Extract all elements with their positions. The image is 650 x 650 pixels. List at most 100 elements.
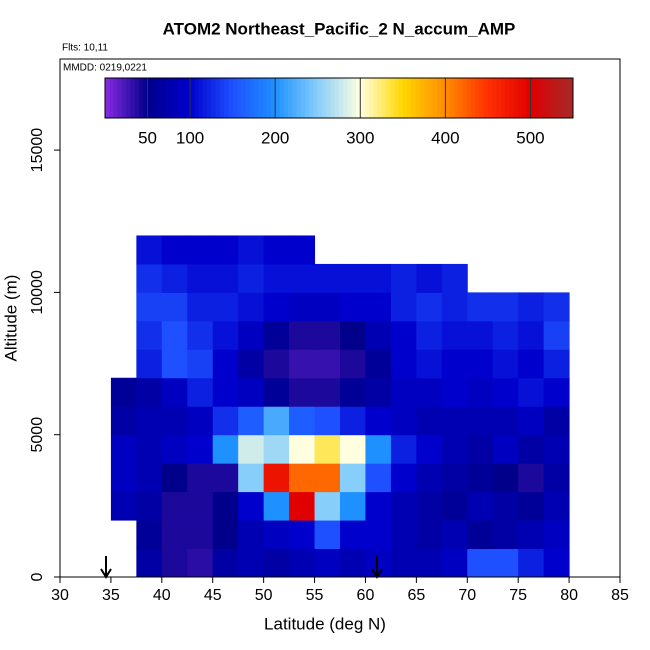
heat-cell [187,463,214,493]
colorbar-swatch [513,78,519,118]
heat-cell [467,292,494,322]
colorbar-swatch [232,78,238,118]
heat-cell [340,548,366,578]
heat-cell [238,548,265,578]
heat-cell [441,463,468,493]
colorbar-swatch [113,78,119,118]
heat-cell [161,320,188,350]
heat-cell [543,377,570,407]
heat-cell [263,235,290,265]
heat-cell [136,349,163,379]
colorbar-tick-label: 500 [516,128,544,147]
colorbar-swatch [134,78,140,118]
heat-cell [187,491,214,521]
heat-cell [289,263,316,293]
heat-cell [289,520,316,550]
colorbar-swatch [483,78,489,118]
heat-cell [238,320,265,350]
x-tick-label: 80 [560,587,578,604]
colorbar-swatch [241,78,246,118]
heat-cell [289,406,316,436]
heat-cell [467,320,494,350]
heat-cell [314,320,341,350]
colorbar-swatch [270,78,276,118]
colorbar-swatch [236,78,242,118]
colorbar-swatch [364,78,370,118]
heat-cell [416,434,443,464]
heat-cell [314,463,341,493]
colorbar-swatch [538,78,544,118]
heat-cell [161,463,188,493]
x-tick-label: 60 [357,587,375,604]
colorbar-swatch [164,78,170,118]
heat-cell [467,349,494,379]
x-tick-label: 50 [255,587,273,604]
heat-cell [543,463,570,493]
heat-cell [340,406,366,436]
colorbar-swatch [292,78,297,118]
colorbar-swatch [262,78,268,118]
heat-cell [136,263,163,293]
colorbar-swatch [453,78,459,118]
colorbar-swatch [185,78,191,118]
colorbar-swatch [160,78,166,118]
heat-cell [289,548,316,578]
colorbar-swatch [304,78,310,118]
chart-title: ATOM2 Northeast_Pacific_2 N_accum_AMP [163,19,516,38]
heat-cell [390,292,417,322]
heat-cell [289,463,316,493]
colorbar-swatch [509,78,514,118]
colorbar-swatch [521,78,527,118]
heat-cell [212,406,239,436]
colorbar-swatch [445,78,451,118]
heat-cell [238,235,265,265]
heat-cell [314,491,341,521]
heat-cell [212,491,239,521]
heat-cell [263,434,290,464]
heat-cell [212,520,239,550]
colorbar-swatch [360,78,366,118]
colorbar-swatch [347,78,353,118]
x-tick-label: 70 [458,587,476,604]
heat-cell [543,349,570,379]
heat-cell [212,349,239,379]
colorbar-swatch [500,78,506,118]
colorbar-swatch [487,78,493,118]
colorbar-swatch [492,78,497,118]
heat-cell [390,263,417,293]
colorbar-swatch [564,78,570,118]
heat-cell [161,292,188,322]
heat-cell [416,292,443,322]
heat-cell [441,292,468,322]
x-tick-label: 65 [407,587,425,604]
colorbar-swatch [309,78,314,118]
heat-cell [492,548,519,578]
colorbar-swatch [317,78,323,118]
colorbar-swatch [402,78,408,118]
colorbar-swatch [568,78,574,118]
heat-cell [289,292,316,322]
heat-cell [518,377,545,407]
colorbar-swatch [224,78,229,118]
colorbar-swatch [381,78,387,118]
colorbar-swatch [245,78,251,118]
colorbar-frame [104,77,574,119]
colorbar-swatch [479,78,485,118]
colorbar-tick-label: 300 [346,128,374,147]
x-tick-label: 45 [204,587,222,604]
heat-cell [492,349,519,379]
heat-cell [492,406,519,436]
heat-cell [212,434,239,464]
heat-cell [263,377,290,407]
heat-cell [161,377,188,407]
heat-cell [238,463,265,493]
colorbar-swatch [547,78,553,118]
heat-cell [187,434,214,464]
heat-cell [518,349,545,379]
heat-cell [340,349,366,379]
heat-cell [110,377,137,407]
colorbar-tick-label: 200 [261,128,289,147]
colorbar-swatch [117,78,123,118]
heat-cell [136,491,163,521]
heat-cell [263,349,290,379]
